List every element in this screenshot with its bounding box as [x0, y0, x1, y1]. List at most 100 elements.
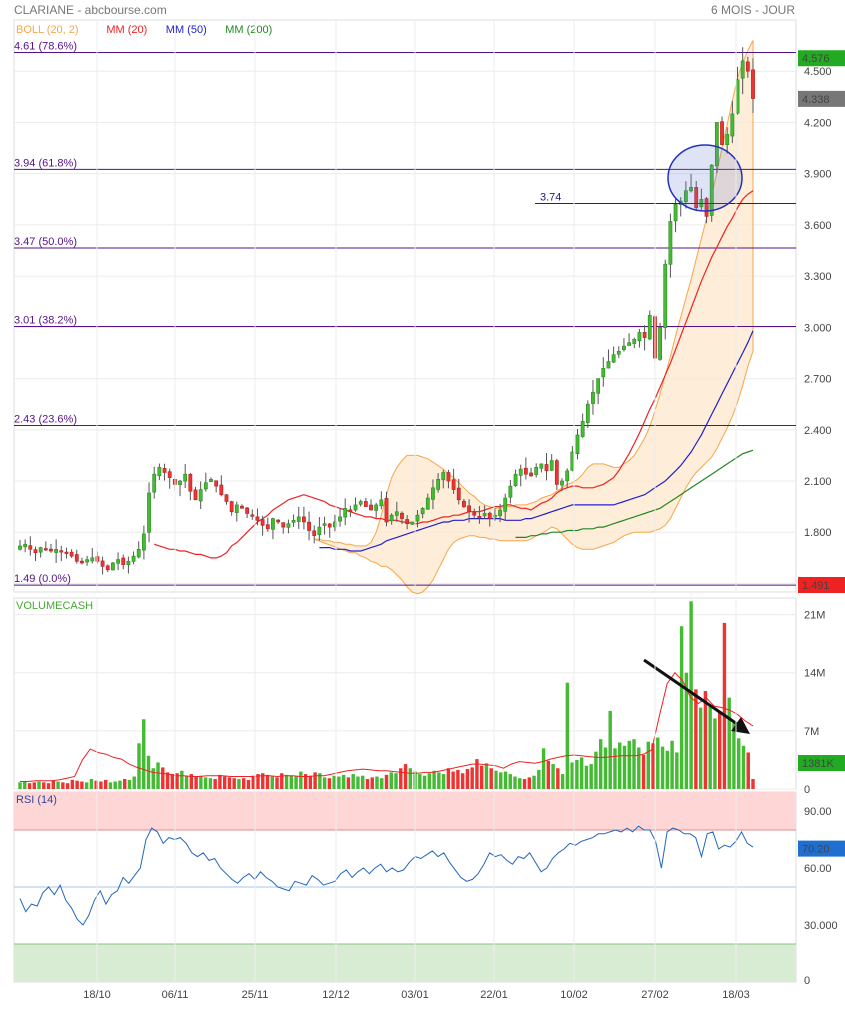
candle: [322, 516, 327, 535]
candle-body: [611, 354, 616, 363]
candle-body: [456, 487, 461, 501]
candle: [591, 379, 595, 415]
volume-bar: [294, 776, 298, 789]
volume-bar: [61, 782, 65, 789]
volume-bar: [603, 747, 608, 789]
arrow-shaft: [643, 658, 741, 728]
volume-bar: [646, 741, 650, 789]
candle: [513, 469, 518, 487]
candle-body: [43, 548, 48, 551]
candle-body: [188, 473, 193, 492]
candle-body: [100, 560, 105, 567]
candle: [348, 505, 353, 517]
candle: [420, 507, 425, 519]
mm200-line: [515, 449, 754, 539]
candle-body: [296, 516, 301, 522]
rsi-badge-label: 70.20: [802, 844, 830, 856]
candle-body: [64, 551, 69, 554]
period-label[interactable]: 6 MOIS - JOUR: [711, 3, 795, 17]
candle: [637, 328, 642, 348]
candle: [23, 539, 28, 553]
volume-bar: [399, 768, 403, 789]
candle-body: [410, 521, 415, 525]
volume-bar: [613, 748, 617, 789]
indicator-legend: BOLL (20, 2) MM (20) MM (50) MM (200): [16, 24, 272, 36]
candle-body: [348, 509, 353, 513]
volume-bar: [537, 769, 541, 789]
candle-body: [379, 499, 384, 507]
candle: [523, 457, 528, 480]
candle-body: [498, 509, 502, 517]
candle-body: [632, 338, 637, 344]
candle-body: [105, 565, 110, 571]
y-tick-label: 3.000: [804, 322, 832, 334]
volume-bar: [313, 772, 317, 789]
candle-body: [23, 543, 28, 548]
volume-bar: [451, 771, 455, 789]
volume-bar: [494, 770, 498, 789]
candle-body: [689, 187, 693, 192]
y-tick-label: 2.400: [804, 425, 832, 437]
candle-body: [606, 361, 611, 369]
candle: [229, 500, 234, 516]
y-tick-label: 0: [804, 784, 810, 796]
volume-bar: [741, 745, 746, 789]
candle-body: [596, 378, 601, 394]
candle-body: [276, 519, 280, 523]
volume-bar: [108, 782, 113, 789]
candle-body: [534, 467, 539, 475]
candle-body: [265, 524, 270, 530]
volume-bar: [389, 772, 393, 789]
volume-bar: [180, 770, 184, 789]
candle-body: [446, 472, 451, 482]
candle: [141, 525, 146, 560]
volume-bar: [594, 751, 598, 789]
volume-bars: [18, 601, 755, 789]
candle-body: [725, 134, 730, 145]
candle: [80, 557, 84, 565]
fib-label: 4.61 (78.6%): [14, 40, 77, 52]
candle-body: [575, 434, 580, 454]
volume-bar: [608, 710, 612, 789]
candle-body: [224, 494, 229, 502]
volume-bar: [184, 775, 189, 789]
candle-body: [405, 519, 410, 525]
volume-bar: [346, 777, 351, 789]
candle: [673, 198, 678, 233]
volume-bar: [289, 775, 294, 789]
candle: [647, 310, 652, 341]
volume-bar: [541, 748, 546, 789]
volume-bar: [679, 626, 684, 789]
volume-bar: [489, 768, 493, 789]
candle: [616, 346, 621, 359]
candle: [503, 493, 508, 521]
volume-bar: [194, 776, 198, 789]
candle: [694, 180, 699, 212]
candle: [291, 514, 296, 527]
candle-body: [431, 487, 435, 500]
volume-bar: [441, 774, 446, 789]
fib-label: 1.49 (0.0%): [14, 573, 71, 585]
candle: [498, 503, 502, 523]
volume-bar: [446, 768, 451, 789]
volume-bar: [565, 682, 570, 789]
candle-body: [291, 519, 296, 523]
candle-body: [668, 221, 673, 265]
candle: [725, 127, 730, 154]
candle: [198, 481, 203, 509]
y-tick-label: 3.600: [804, 220, 832, 232]
candle-body: [591, 391, 595, 404]
volume-bar: [432, 770, 436, 789]
volume-bar: [218, 774, 222, 789]
y-tick-label: 2.700: [804, 374, 832, 386]
candle-body: [544, 464, 549, 472]
volume-bar: [360, 775, 365, 789]
candle: [720, 116, 724, 146]
legend-entry: BOLL (20, 2): [16, 24, 79, 36]
candle-body: [503, 497, 508, 512]
volume-bar: [460, 773, 465, 789]
y-tick-label: 4.500: [804, 66, 832, 78]
candle: [632, 337, 637, 348]
candle: [358, 499, 363, 507]
